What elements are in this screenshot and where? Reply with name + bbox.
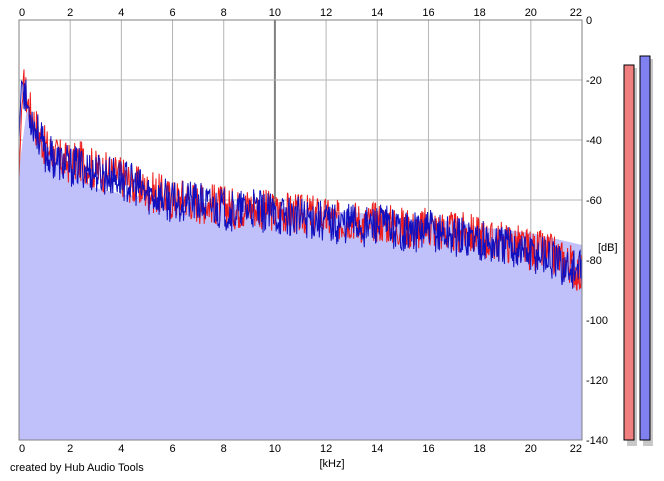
y-tick-label: -80 [586, 255, 602, 267]
x-axis-top: 0 2 4 6 8 10 12 14 16 18 20 22 [19, 7, 582, 19]
x-tick-label-bottom: 12 [320, 443, 332, 455]
x-tick-label-bottom: 16 [422, 443, 434, 455]
x-tick-label-bottom: 2 [67, 443, 73, 455]
x-axis-label: [kHz] [319, 458, 344, 470]
x-tick-label-top: 22 [570, 7, 582, 19]
x-axis-bottom: 0 2 4 6 8 10 12 14 16 18 20 22 [19, 443, 582, 455]
x-tick-label-bottom: 14 [371, 443, 383, 455]
y-tick-label: -60 [586, 195, 602, 207]
x-tick-label-bottom: 10 [269, 443, 281, 455]
meter-bar [623, 64, 635, 441]
y-tick-label: -100 [586, 315, 608, 327]
x-tick-label-top: 0 [19, 7, 25, 19]
spectrum-fill [19, 110, 582, 440]
meter-bar [639, 55, 651, 441]
plot-border [18, 19, 583, 441]
y-tick-label: -20 [586, 75, 602, 87]
x-tick-label-bottom: 0 [19, 443, 25, 455]
y-tick-label: 0 [586, 15, 592, 27]
y-axis-label: [dB] [598, 242, 618, 254]
credit-text: created by Hub Audio Tools [10, 462, 144, 474]
x-tick-label-bottom: 22 [570, 443, 582, 455]
x-tick-label-top: 16 [422, 7, 434, 19]
x-tick-label-top: 20 [525, 7, 537, 19]
y-tick-label: -140 [586, 435, 608, 447]
x-tick-label-top: 10 [269, 7, 281, 19]
x-tick-label-bottom: 6 [169, 443, 175, 455]
x-tick-label-bottom: 18 [474, 443, 486, 455]
x-tick-label-top: 4 [118, 7, 124, 19]
y-tick-label: -120 [586, 375, 608, 387]
level-meters [623, 55, 653, 446]
series-blue [18, 79, 583, 293]
y-axis: 0 -20 -40 -60 -80 -100 -120 -140 [586, 15, 608, 447]
x-tick-label-bottom: 4 [118, 443, 124, 455]
x-tick-label-top: 12 [320, 7, 332, 19]
x-tick-label-top: 2 [67, 7, 73, 19]
x-tick-label-bottom: 8 [221, 443, 227, 455]
x-tick-label-top: 6 [169, 7, 175, 19]
x-tick-label-top: 8 [221, 7, 227, 19]
x-tick-label-top: 14 [371, 7, 383, 19]
x-tick-label-bottom: 20 [525, 443, 537, 455]
x-tick-label-top: 18 [474, 7, 486, 19]
y-tick-label: -40 [586, 135, 602, 147]
